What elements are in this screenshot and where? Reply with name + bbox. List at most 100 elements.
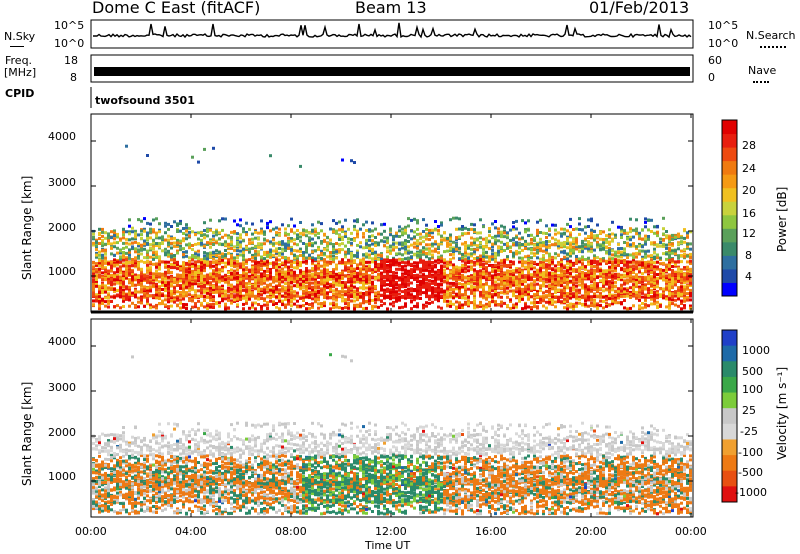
power-cell [491, 242, 494, 246]
power-cell [104, 250, 107, 254]
power-cell [122, 236, 125, 240]
power-cell [98, 304, 101, 308]
power-cell [167, 240, 170, 244]
power-cell [206, 257, 209, 261]
power-cell [452, 276, 455, 280]
power-cell [341, 270, 344, 274]
power-cell [236, 241, 239, 245]
power-cell [287, 256, 290, 260]
power-cell [110, 264, 113, 268]
power-cell [134, 264, 137, 267]
power-cell [446, 241, 449, 245]
power-cell [188, 267, 191, 271]
power-cell [158, 288, 161, 292]
power-cell [263, 262, 266, 266]
power-cell [305, 267, 308, 270]
power-cell [353, 224, 356, 228]
power-cell [335, 281, 338, 285]
power-cell [377, 267, 380, 271]
power-cell [482, 304, 485, 308]
power-cell [197, 260, 200, 264]
power-cell [101, 256, 104, 260]
power-cell [242, 296, 245, 300]
power-cell [371, 271, 374, 275]
power-cell [503, 260, 506, 264]
power-cell [242, 230, 245, 234]
power-cell [257, 284, 260, 288]
power-cell [425, 290, 428, 293]
power-cell [149, 248, 152, 252]
power-cell [404, 257, 407, 261]
power-cell [101, 253, 104, 257]
power-cell [149, 260, 152, 264]
power-cell [455, 216, 458, 220]
power-cell [434, 247, 437, 251]
power-cell [338, 276, 341, 280]
power-cell [359, 279, 362, 283]
power-cell [365, 271, 368, 275]
power-cell [479, 218, 482, 222]
power-cell [245, 274, 248, 277]
power-cell [239, 294, 242, 298]
power-cell [209, 286, 212, 290]
power-cell [275, 302, 278, 305]
power-cell [434, 270, 437, 274]
power-cell [401, 258, 404, 261]
power-cell [371, 304, 374, 308]
power-cell [380, 275, 383, 279]
power-cell [443, 268, 446, 272]
power-cell [326, 235, 329, 239]
power-cell [296, 243, 299, 247]
power-cell [431, 275, 434, 279]
power-cell [209, 289, 212, 293]
power-cell [101, 238, 104, 242]
power-cell [212, 284, 215, 288]
power-cell [434, 220, 437, 223]
power-cell [506, 242, 509, 246]
power-cell [260, 272, 263, 276]
power-cell [389, 302, 392, 306]
power-cell [281, 263, 284, 267]
power-cell [236, 278, 239, 282]
power-cell [113, 271, 116, 275]
power-cell [428, 288, 431, 292]
power-cell [170, 241, 173, 245]
power-cell [275, 305, 278, 309]
power-cell [128, 261, 131, 264]
power-cell [311, 286, 314, 289]
power-cell [458, 296, 461, 299]
power-cell [347, 304, 350, 307]
power-cell [374, 294, 377, 298]
power-cell [194, 280, 197, 283]
power-cell [200, 265, 203, 269]
power-cell [194, 294, 197, 297]
power-cell [395, 271, 398, 275]
power-cell [152, 281, 155, 285]
power-cell [215, 239, 218, 243]
power-cell [242, 239, 245, 243]
power-cell [449, 243, 452, 247]
power-cell [188, 279, 191, 283]
power-cell [194, 273, 197, 277]
power-cell [383, 268, 386, 271]
power-cell [236, 253, 239, 257]
power-cell [395, 267, 398, 271]
power-cell [230, 259, 233, 263]
power-cell [302, 289, 305, 293]
power-cell [467, 252, 470, 256]
power-cell [185, 250, 188, 254]
power-cell [365, 300, 368, 304]
power-cell [290, 259, 293, 263]
power-cell [449, 263, 452, 267]
power-cell [338, 294, 341, 298]
power-cell [281, 275, 284, 279]
power-cell [206, 229, 209, 233]
power-cell [218, 231, 221, 235]
power-cell [203, 275, 206, 278]
power-cell [149, 236, 152, 240]
power-cell [341, 284, 344, 287]
power-cell [134, 289, 137, 293]
power-cell [230, 294, 233, 298]
power-cell [95, 246, 98, 250]
power-cell [488, 255, 491, 259]
